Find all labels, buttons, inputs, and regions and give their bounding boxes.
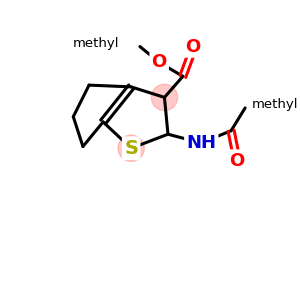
Text: methyl: methyl [251,98,298,111]
Text: O: O [152,53,167,71]
Text: S: S [124,139,138,158]
Text: NH: NH [186,134,216,152]
Circle shape [118,135,144,161]
Circle shape [151,84,178,110]
Text: O: O [185,38,200,56]
Text: O: O [229,152,244,169]
Text: methyl: methyl [73,37,120,50]
